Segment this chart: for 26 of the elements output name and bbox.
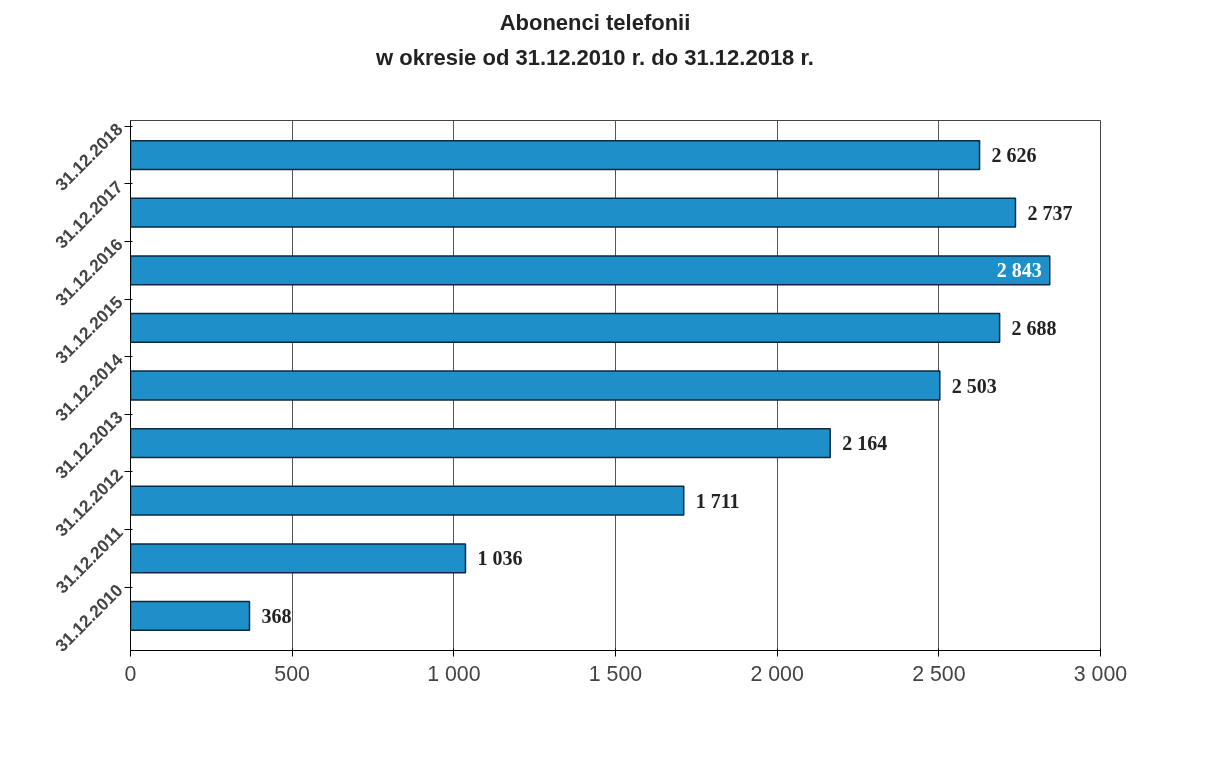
bar xyxy=(130,485,685,517)
data-label: 2 737 xyxy=(1027,202,1073,225)
x-tick-label: 1 000 xyxy=(427,661,481,686)
x-tick-label: 3 000 xyxy=(1073,661,1128,686)
data-label: 2 843 xyxy=(996,259,1042,282)
chart-title: Abonenci telefonii w okresie od 31.12.2010 r. do 31.12.2018 r. xyxy=(376,9,814,73)
bar xyxy=(130,197,1017,229)
x-tick-label: 2 500 xyxy=(912,661,966,686)
x-tick-label: 500 xyxy=(274,661,311,686)
bar xyxy=(130,255,1051,286)
bar xyxy=(130,313,1001,344)
bar xyxy=(130,601,251,632)
data-label: 2 164 xyxy=(842,432,888,455)
bar xyxy=(130,428,831,459)
bar xyxy=(130,543,467,574)
bar xyxy=(130,140,981,171)
data-label: 1 036 xyxy=(477,547,523,570)
x-tick-label: 2 000 xyxy=(750,661,804,686)
data-label: 2 503 xyxy=(951,374,997,397)
data-label: 368 xyxy=(261,605,292,628)
bar xyxy=(130,370,941,402)
data-label: 2 626 xyxy=(991,144,1037,167)
data-label: 1 711 xyxy=(695,490,740,513)
x-tick-label: 0 xyxy=(124,661,137,686)
data-label: 2 688 xyxy=(1011,317,1057,340)
x-tick-label: 1 500 xyxy=(588,661,643,686)
